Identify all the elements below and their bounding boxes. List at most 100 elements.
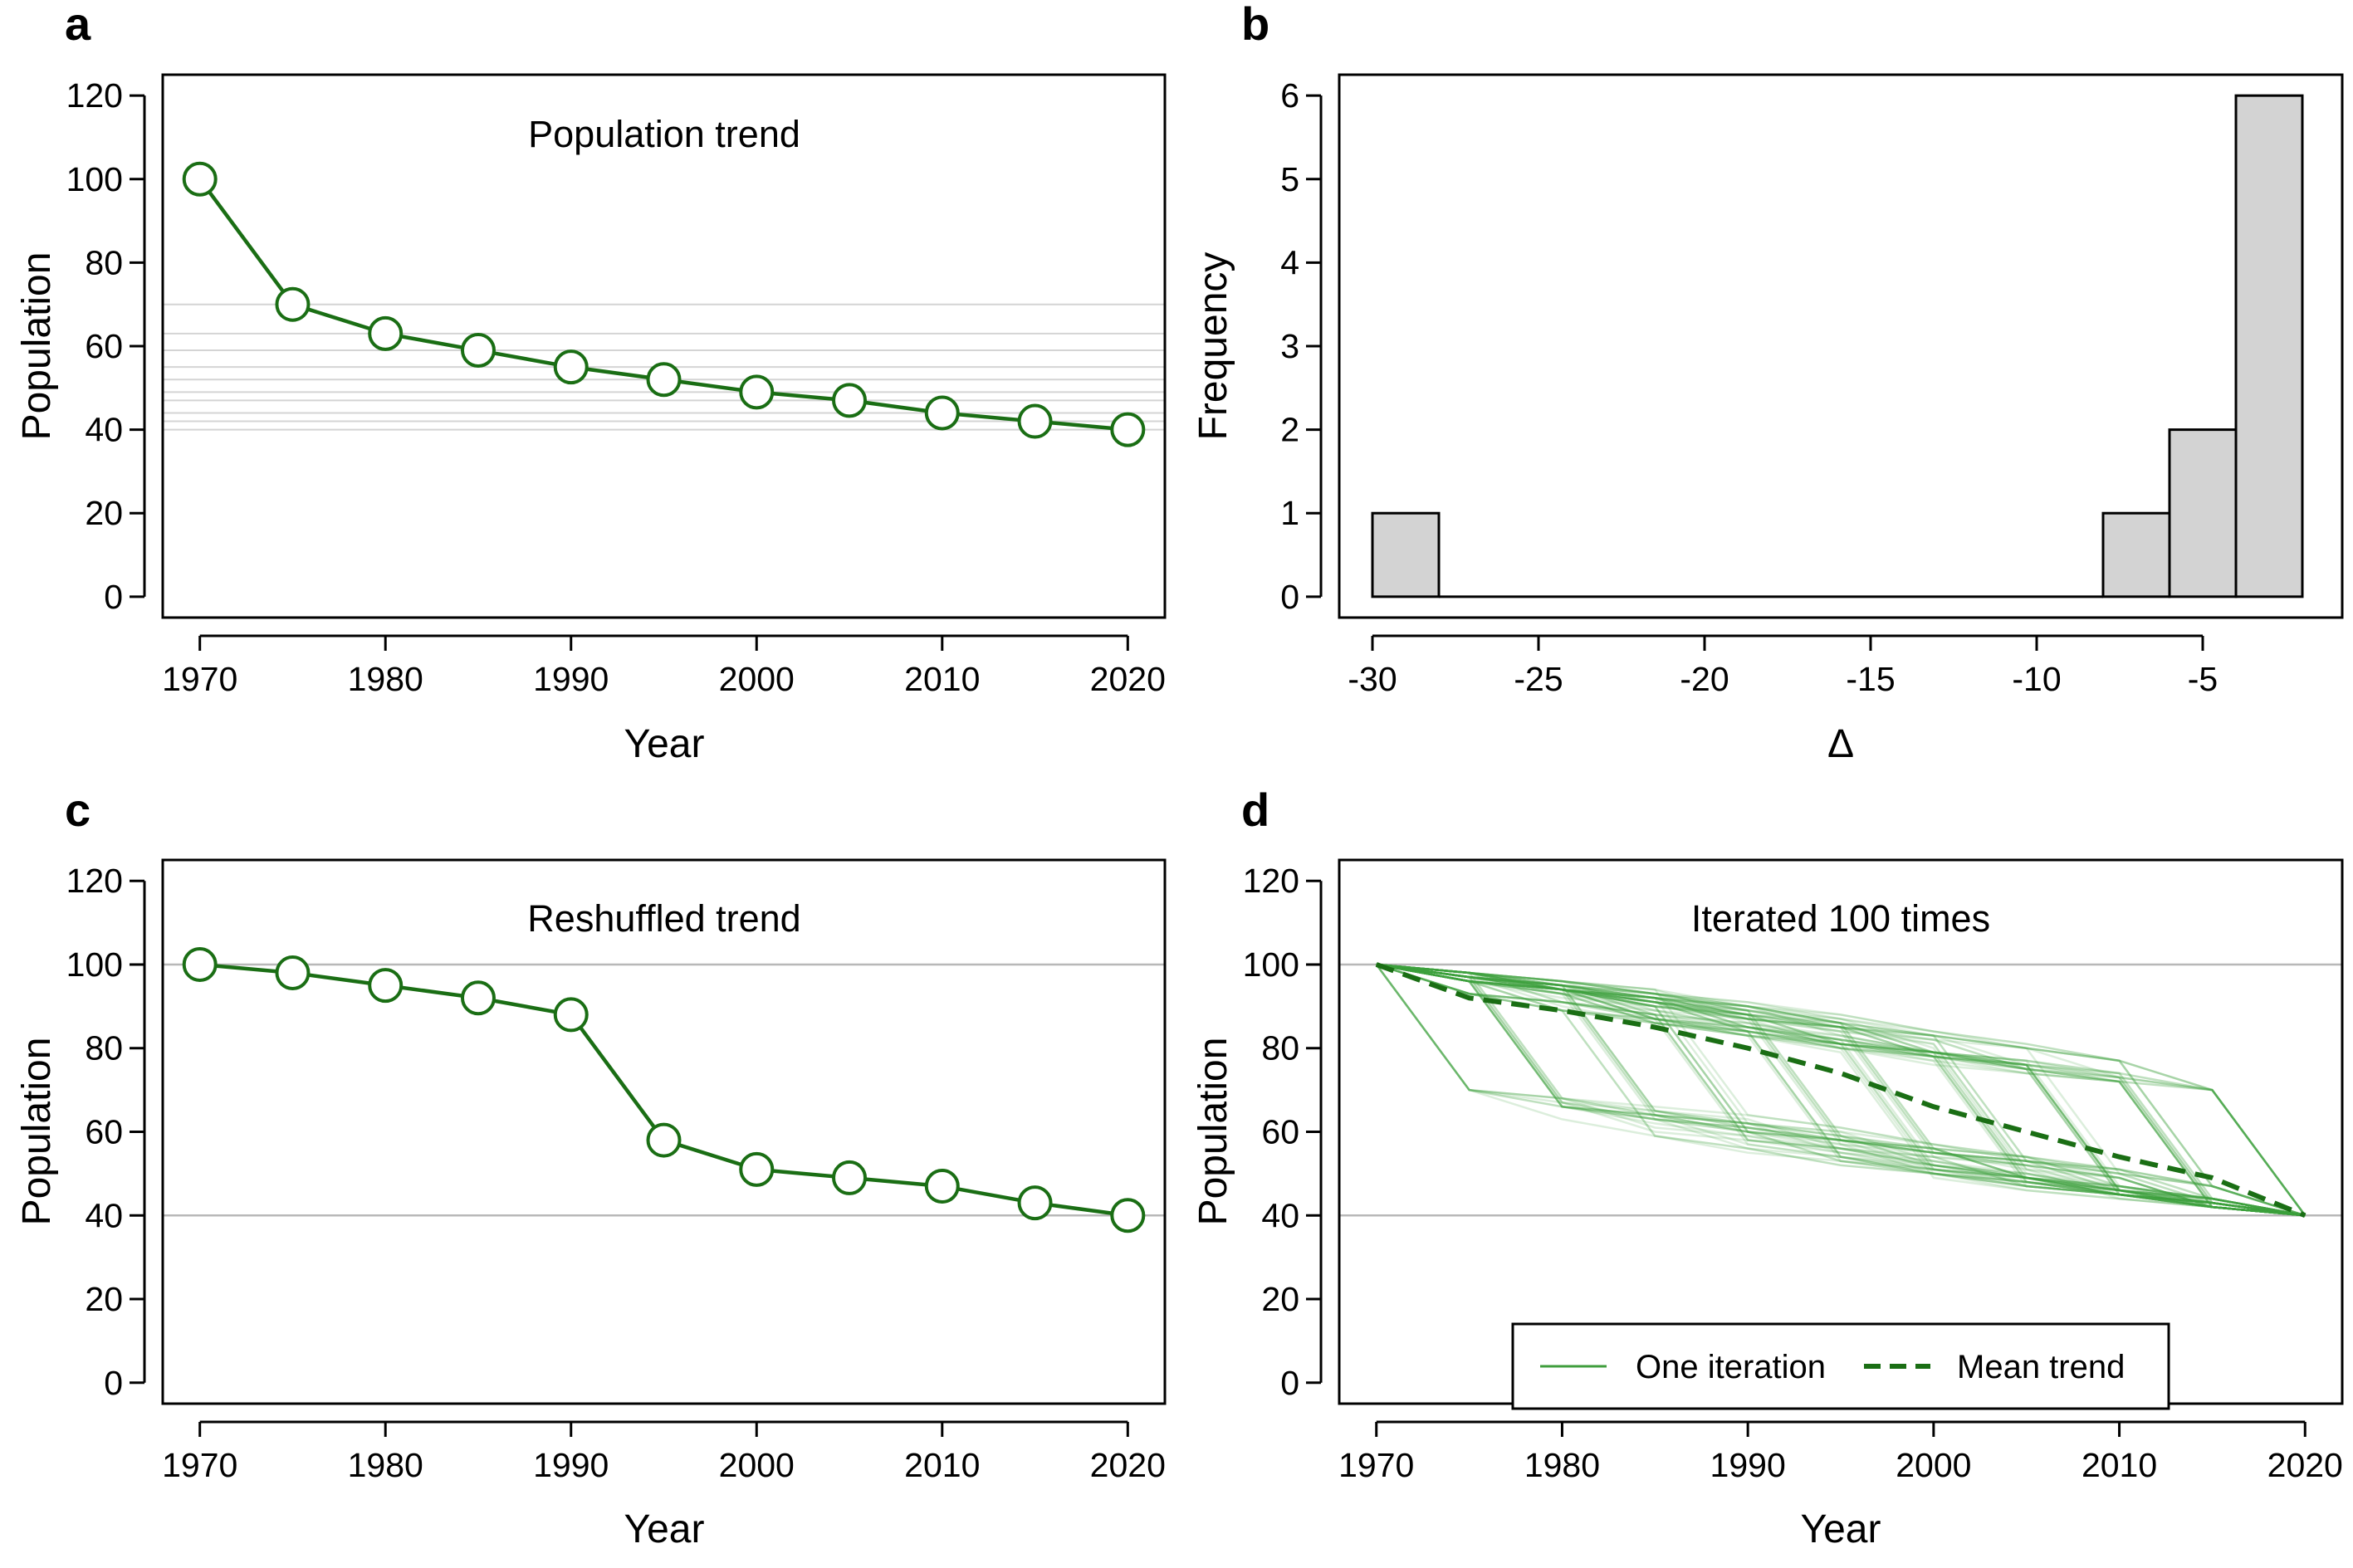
iteration-line — [1376, 963, 2307, 1217]
y-tick-label: 5 — [1280, 160, 1299, 198]
chart-title: Population trend — [528, 113, 800, 155]
y-tick-label: 60 — [85, 1113, 123, 1151]
y-tick-label: 3 — [1280, 327, 1299, 365]
x-tick-label: 2020 — [1090, 660, 1166, 698]
iteration-line — [1376, 963, 2306, 1217]
y-axis-title: Population — [15, 1038, 59, 1226]
iteration-line — [1376, 963, 2306, 1217]
histogram-bar — [2168, 428, 2238, 598]
series-line — [199, 962, 1128, 1218]
y-tick-label: 1 — [1280, 494, 1299, 532]
iteration-line — [1376, 963, 2306, 1217]
iteration-line — [1376, 963, 2306, 1217]
iteration-line — [1376, 963, 2306, 1217]
data-point — [832, 383, 868, 418]
iteration-line — [1375, 964, 2306, 1217]
iteration-line — [1376, 963, 2306, 1217]
x-tick-label: -10 — [2012, 660, 2061, 698]
x-tick-label: 1990 — [533, 1446, 609, 1484]
iteration-line — [1376, 963, 2306, 1217]
iteration-line — [1376, 963, 2306, 1217]
iteration-line — [1376, 963, 2307, 1217]
data-point — [460, 980, 496, 1016]
iteration-line — [1376, 963, 2306, 1217]
iteration-line — [1376, 963, 2307, 1217]
iteration-line — [1375, 964, 2306, 1217]
iteration-line — [1376, 963, 2306, 1217]
iteration-line — [1376, 963, 2306, 1217]
iteration-line — [1376, 963, 2306, 1217]
iteration-line — [1376, 963, 2306, 1217]
mean-trend-series — [1375, 962, 2307, 1219]
iteration-line — [1376, 963, 2306, 1217]
iteration-line — [1376, 963, 2306, 1217]
data-point — [1017, 1185, 1053, 1221]
y-axis: 0 20 40 60 80 100 120 — [66, 862, 146, 1402]
y-tick-label: 40 — [85, 1196, 123, 1234]
iteration-line — [1376, 963, 2306, 1217]
iteration-line — [1376, 963, 2307, 1217]
x-tick-label: -5 — [2188, 660, 2218, 698]
iteration-line — [1376, 963, 2306, 1217]
data-point — [182, 161, 218, 197]
iteration-line — [1376, 963, 2306, 1217]
data-point — [553, 349, 589, 385]
iteration-line — [1376, 963, 2306, 1217]
iteration-line — [1376, 963, 2306, 1217]
plot-frame — [1338, 73, 2344, 619]
iteration-line — [1376, 963, 2306, 1217]
data-point — [1110, 412, 1146, 447]
iteration-line — [1376, 963, 2306, 1217]
y-tick-label: 80 — [1261, 1029, 1299, 1067]
iteration-line — [1376, 963, 2306, 1217]
iteration-line — [1376, 963, 2307, 1217]
iteration-line — [1376, 963, 2306, 1217]
histogram-bar — [2101, 511, 2171, 598]
iteration-line — [1376, 963, 2306, 1217]
iteration-line — [1376, 963, 2306, 1217]
iteration-line — [1376, 963, 2306, 1217]
iteration-line — [1376, 963, 2306, 1217]
iteration-line — [1376, 963, 2306, 1217]
x-axis-title: Year — [1801, 1507, 1881, 1551]
x-tick-label: 1980 — [1524, 1446, 1600, 1484]
iteration-line — [1376, 963, 2306, 1217]
y-axis: 0 1 2 3 4 5 6 — [1280, 76, 1323, 616]
y-tick-label: 40 — [85, 411, 123, 449]
x-tick-label: 2000 — [1896, 1446, 1971, 1484]
data-point — [646, 1122, 682, 1158]
panel-b: b 0 1 2 3 4 5 6 -30 -25 -20 -15 -10 -5 Δ Frequency — [1191, 0, 2344, 766]
y-tick-label: 4 — [1280, 243, 1299, 281]
chart-title: Iterated 100 times — [1691, 897, 1990, 940]
y-axis-title: Population — [1191, 1038, 1235, 1226]
iteration-line — [1375, 964, 2306, 1217]
iteration-line — [1376, 963, 2306, 1217]
iteration-line — [1376, 963, 2306, 1217]
x-axis-title: Year — [624, 1507, 705, 1551]
iteration-line — [1376, 963, 2307, 1217]
x-tick-label: -25 — [1514, 660, 1563, 698]
iteration-line — [1376, 963, 2306, 1217]
x-axis-title: Δ — [1827, 722, 1854, 766]
data-point — [924, 395, 960, 431]
iteration-line — [1376, 963, 2307, 1217]
iteration-line — [1376, 963, 2306, 1217]
panel-label-a: a — [65, 0, 91, 50]
iteration-line — [1376, 963, 2306, 1217]
iteration-line — [1376, 963, 2306, 1217]
y-tick-label: 100 — [66, 160, 123, 198]
x-tick-label: 1980 — [348, 1446, 423, 1484]
iteration-line — [1376, 963, 2306, 1217]
iteration-line — [1376, 963, 2306, 1217]
histogram-bar — [1371, 511, 1441, 598]
x-axis: 1970 1980 1990 2000 2010 2020 — [162, 1420, 1166, 1484]
data-point — [460, 333, 496, 369]
iteration-line — [1376, 963, 2306, 1217]
data-point — [739, 1151, 775, 1187]
x-tick-label: 2020 — [2267, 1446, 2343, 1484]
y-tick-label: 100 — [1243, 945, 1299, 984]
y-tick-label: 0 — [1280, 578, 1299, 616]
iteration-line — [1375, 964, 2306, 1217]
